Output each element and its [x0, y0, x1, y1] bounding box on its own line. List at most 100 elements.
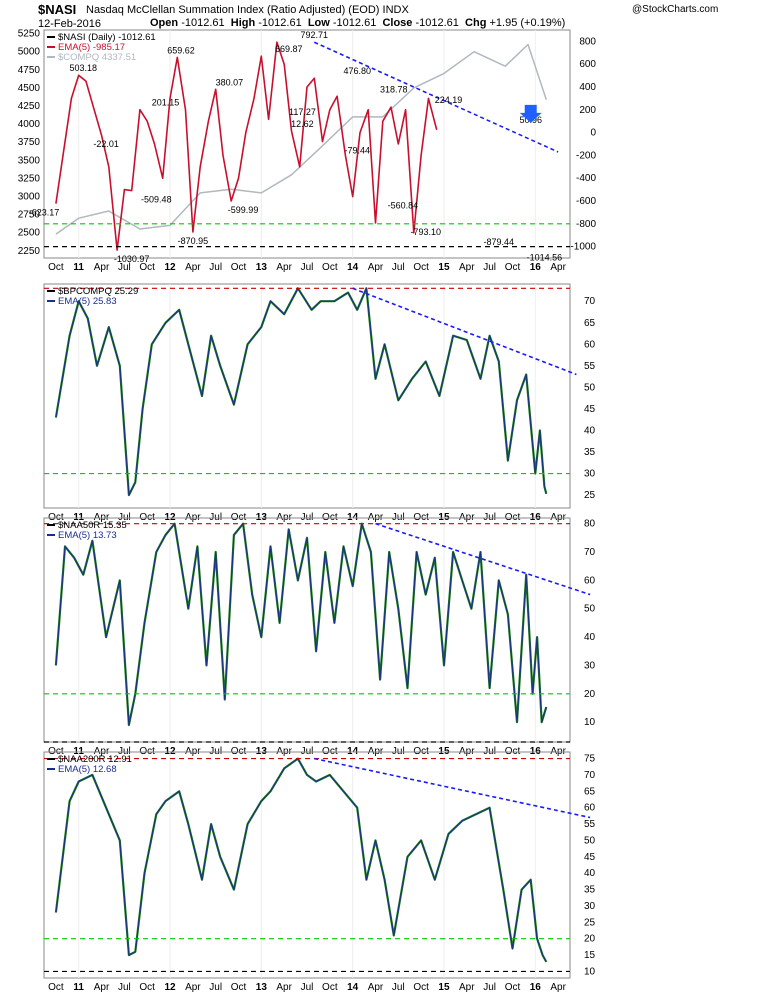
right-axis-tick: 15	[584, 950, 596, 961]
x-axis-tick-label: Apr	[276, 262, 292, 273]
x-axis-tick-label: Oct	[322, 982, 338, 993]
panel-2-frame	[43, 283, 571, 509]
nasi-value-label: 476.80	[343, 66, 371, 76]
x-axis-tick-label: 16	[530, 982, 542, 993]
high-label: High	[230, 17, 256, 29]
x-axis-tick-label: Jul	[301, 262, 314, 273]
nasi-value-label: 792.71	[301, 30, 329, 40]
right-axis-tick: 25	[584, 917, 596, 928]
nasi-value-label: -22.01	[93, 139, 119, 149]
right-axis-tick: 30	[584, 901, 596, 912]
x-axis-tick-label: Oct	[413, 982, 429, 993]
x-axis-tick-label: Jul	[392, 982, 405, 993]
low-label: Low	[307, 17, 330, 29]
left-axis-tick: 4250	[18, 101, 41, 112]
exchange-text: INDX	[382, 4, 409, 16]
right-axis-tick: 400	[579, 82, 596, 93]
nasi-value-label: -623.17	[29, 208, 60, 218]
x-axis-tick-label: Oct	[139, 982, 155, 993]
x-axis-tick-label: Jul	[483, 262, 496, 273]
left-axis-tick: 3250	[18, 173, 41, 184]
right-axis-tick: 30	[584, 660, 596, 671]
brand-watermark: @StockCharts.com	[632, 4, 719, 15]
nasi-value-label: 201.15	[152, 98, 180, 108]
right-axis-tick: 40	[584, 425, 596, 436]
right-axis-tick: 30	[584, 469, 596, 480]
right-axis-tick: 60	[584, 575, 596, 586]
right-axis-tick: 55	[584, 361, 596, 372]
left-axis-tick: 4000	[18, 119, 41, 130]
x-axis-tick-label: Jul	[118, 982, 131, 993]
right-axis-tick: -800	[576, 219, 596, 230]
nasi-value-label: -1014.56	[527, 252, 563, 262]
x-axis-tick-label: Apr	[185, 262, 201, 273]
right-axis-tick: 45	[584, 404, 596, 415]
compq-line	[55, 43, 548, 235]
right-axis-tick: 70	[584, 296, 596, 307]
x-axis-tick-label: Apr	[459, 262, 475, 273]
right-axis-tick: 65	[584, 786, 596, 797]
legend-entry: EMA(5) -985.17	[58, 42, 125, 53]
left-axis-tick: 4750	[18, 65, 41, 76]
nasi-value-label: -793.10	[410, 227, 441, 237]
right-axis-tick: 45	[584, 852, 596, 863]
panel-1-frame	[43, 29, 571, 259]
right-axis-tick: 20	[584, 934, 596, 945]
right-axis-tick: 10	[584, 966, 596, 977]
x-axis-tick-label: Apr	[94, 982, 110, 993]
x-axis-tick-label: 11	[73, 262, 84, 273]
nasi-value-label: -560.84	[388, 201, 419, 211]
right-axis-tick: 65	[584, 318, 596, 329]
right-axis-tick: 600	[579, 59, 596, 70]
right-axis-tick: 75	[584, 754, 596, 765]
left-axis-tick: 5000	[18, 47, 41, 58]
legend-entry: $COMPQ 4337.51	[58, 52, 136, 63]
x-axis-tick-label: 14	[347, 982, 359, 993]
x-axis-tick-label: Apr	[368, 982, 384, 993]
chg-value: +1.95 (+0.19%)	[489, 17, 566, 29]
right-axis-tick: 35	[584, 885, 596, 896]
nasi-value-label: -1030.97	[114, 254, 150, 264]
panel-4-frame	[43, 751, 571, 979]
right-axis-tick: 70	[584, 547, 596, 558]
x-axis-tick-label: Apr	[550, 262, 566, 273]
nasi-value-label: 117.27	[289, 107, 316, 117]
right-axis-tick: 40	[584, 632, 596, 643]
x-axis-tick-label: Jul	[392, 262, 405, 273]
panel-2-price-line	[54, 287, 548, 497]
nasi-value-label: -599.99	[228, 205, 259, 215]
x-axis-tick-label: 13	[256, 982, 268, 993]
nasi-value-label: -79.44	[344, 146, 370, 156]
nasi-trendline	[313, 41, 559, 153]
right-axis-tick: -1000	[570, 242, 596, 253]
x-axis-tick-label: Apr	[459, 982, 475, 993]
chart-description: Nasdaq McClellan Summation Index (Ratio …	[86, 4, 409, 16]
x-axis-tick-label: Oct	[48, 262, 64, 273]
right-axis-tick: 35	[584, 447, 596, 458]
legend-entry: EMA(5) 12.68	[58, 764, 117, 775]
x-axis-tick-label: 13	[256, 262, 268, 273]
right-axis-tick: 60	[584, 339, 596, 350]
chg-label: Chg	[465, 17, 487, 29]
x-axis-tick-label: 12	[164, 262, 176, 273]
right-axis-tick: 60	[584, 803, 596, 814]
right-axis-tick: 70	[584, 770, 596, 781]
open-value: -1012.61	[181, 17, 225, 29]
right-axis-tick: -200	[576, 150, 596, 161]
nasi-value-label: -509.48	[141, 195, 172, 205]
x-axis-tick-label: 16	[530, 262, 542, 273]
panel-4-ema-line	[55, 758, 547, 963]
x-axis-tick-label: Jul	[118, 262, 131, 273]
left-axis-tick: 3000	[18, 191, 41, 202]
high-value: -1012.61	[258, 17, 302, 29]
x-axis-tick-label: Jul	[301, 982, 314, 993]
right-axis-tick: 80	[584, 519, 596, 530]
nasi-value-label: 380.07	[216, 77, 244, 87]
nasi-value-label: 12.62	[291, 119, 314, 129]
right-axis-tick: -400	[576, 173, 596, 184]
x-axis-tick-label: Oct	[139, 262, 155, 273]
low-value: -1012.61	[332, 17, 377, 29]
x-axis-tick-label: Apr	[550, 982, 566, 993]
ohlc-row: Open -1012.61 High -1012.61 Low -1012.61…	[150, 17, 565, 29]
